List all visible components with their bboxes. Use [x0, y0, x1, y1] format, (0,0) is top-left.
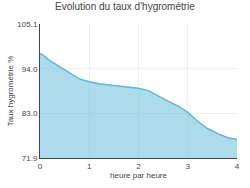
svg-text:83.0: 83.0 [22, 109, 38, 118]
svg-text:Taux hygrométrie %: Taux hygrométrie % [6, 56, 15, 127]
svg-text:Evolution du taux d'hygrométri: Evolution du taux d'hygrométrie [55, 1, 195, 12]
svg-text:94.0: 94.0 [22, 65, 38, 74]
svg-text:71.9: 71.9 [22, 154, 38, 163]
svg-text:heure par heure: heure par heure [110, 171, 167, 180]
svg-text:105.1: 105.1 [17, 20, 38, 29]
svg-text:1: 1 [87, 162, 92, 171]
svg-text:3: 3 [186, 162, 191, 171]
svg-text:2: 2 [136, 162, 141, 171]
svg-text:4: 4 [235, 162, 240, 171]
svg-text:0: 0 [38, 162, 43, 171]
